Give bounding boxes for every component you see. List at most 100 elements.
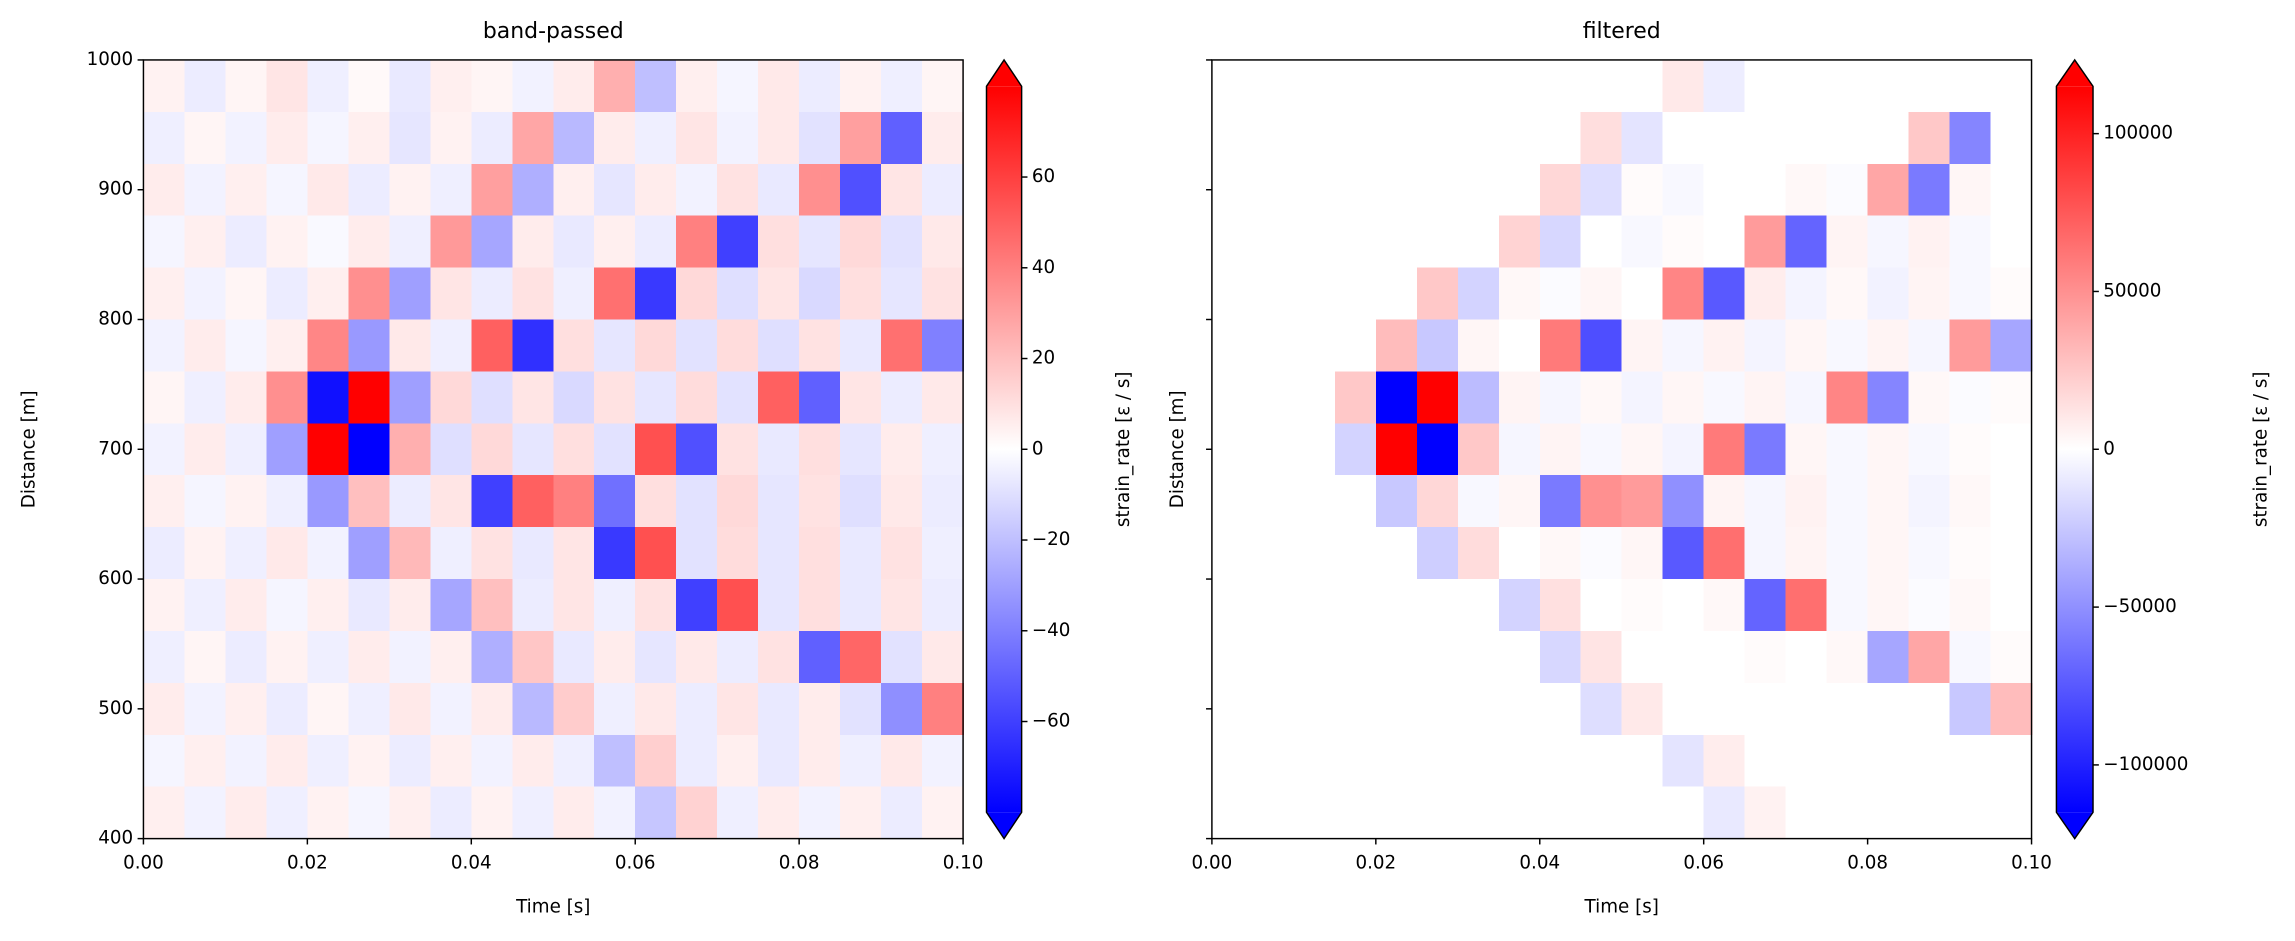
y-tick-label: 500 <box>98 698 133 719</box>
heat-cell <box>717 423 760 477</box>
heat-cell <box>1662 59 1705 113</box>
heat-cell <box>758 786 801 840</box>
heat-cell <box>922 163 964 217</box>
heat-cell <box>635 267 678 321</box>
heat-cell <box>512 475 555 529</box>
heat-cell <box>1949 371 1992 425</box>
heat-cell <box>922 371 964 425</box>
heat-cell <box>184 163 227 217</box>
heat-cell <box>676 371 719 425</box>
heat-cell <box>1457 475 1500 529</box>
heat-cell <box>594 59 637 113</box>
heat-cell <box>307 371 350 425</box>
heat-cell <box>758 319 801 373</box>
heat-cell <box>1826 111 1869 165</box>
heat-cell <box>1539 475 1582 529</box>
heat-cell <box>1621 319 1664 373</box>
heat-cell <box>1252 267 1295 321</box>
heat-cell <box>1785 423 1828 477</box>
heat-cell <box>1744 475 1787 529</box>
heat-cell <box>676 267 719 321</box>
heat-cell <box>1580 111 1623 165</box>
heat-cell <box>1744 215 1787 269</box>
heat-cell <box>1867 215 1910 269</box>
heat-cell <box>1826 734 1869 788</box>
heat-cell <box>1293 734 1336 788</box>
heat-cell <box>758 163 801 217</box>
heat-cell <box>1621 59 1664 113</box>
heat-cell <box>1867 319 1910 373</box>
heat-cell <box>1457 579 1500 632</box>
heat-cell <box>225 786 268 840</box>
heat-cell <box>553 423 596 477</box>
heat-cell <box>1334 59 1377 113</box>
heat-cell <box>1662 579 1705 632</box>
heat-cell <box>1293 527 1336 580</box>
heat-cell <box>1457 527 1500 580</box>
heat-cell <box>881 734 923 788</box>
heat-cell <box>512 579 555 632</box>
heat-cell <box>389 527 432 580</box>
heat-cell <box>840 215 882 269</box>
heat-cell <box>471 163 514 217</box>
heat-cell <box>553 579 596 632</box>
colorbar-tick-label: 60 <box>1032 166 1055 187</box>
heat-cell <box>430 163 473 217</box>
heat-cell <box>1908 371 1951 425</box>
heat-cell <box>471 267 514 321</box>
heat-cell <box>676 111 719 165</box>
heat-cell <box>1826 475 1869 529</box>
heat-cell <box>1949 579 1992 632</box>
heat-cell <box>1375 527 1418 580</box>
heat-cell <box>1293 579 1336 632</box>
heat-cell <box>1416 111 1459 165</box>
heat-cell <box>881 319 923 373</box>
heat-cell <box>348 579 391 632</box>
heat-cell <box>635 59 678 113</box>
heat-cell <box>1498 59 1541 113</box>
heat-cell <box>1785 579 1828 632</box>
heat-cell <box>430 579 473 632</box>
heat-cell <box>1662 319 1705 373</box>
heat-cell <box>184 59 227 113</box>
heat-cell <box>1990 786 2033 840</box>
heat-cell <box>348 527 391 580</box>
heat-cell <box>881 371 923 425</box>
heat-cell <box>1949 111 1992 165</box>
heat-cell <box>676 682 719 736</box>
heat-cell <box>881 163 923 217</box>
y-tick-label: 400 <box>98 828 133 849</box>
heat-cell <box>922 786 964 840</box>
heat-cell <box>266 319 309 373</box>
heat-cell <box>1949 423 1992 477</box>
x-tick-label: 0.00 <box>123 852 164 873</box>
heat-cell <box>1334 423 1377 477</box>
heat-cell <box>1826 215 1869 269</box>
heat-cell <box>1703 59 1746 113</box>
heat-cell <box>1539 111 1582 165</box>
heat-cell <box>307 215 350 269</box>
heat-cell <box>1908 319 1951 373</box>
heat-cell <box>307 111 350 165</box>
colorbar-tick-label: 40 <box>1032 257 1055 278</box>
heat-cell <box>1416 215 1459 269</box>
heat-cell <box>1990 163 2033 217</box>
heat-cell <box>1867 786 1910 840</box>
heat-cell <box>799 111 842 165</box>
heat-cell <box>307 267 350 321</box>
heat-cell <box>799 527 842 580</box>
heat-cell <box>881 215 923 269</box>
heat-cell <box>225 163 268 217</box>
heat-cell <box>512 630 555 684</box>
heat-cell <box>1334 630 1377 684</box>
heat-cell <box>1621 734 1664 788</box>
heat-cell <box>1539 527 1582 580</box>
heat-cell <box>307 163 350 217</box>
heat-cell <box>1293 630 1336 684</box>
heat-cell <box>1703 475 1746 529</box>
heat-cell <box>1703 371 1746 425</box>
heat-cell <box>676 215 719 269</box>
heat-cell <box>553 111 596 165</box>
heat-cell <box>471 319 514 373</box>
